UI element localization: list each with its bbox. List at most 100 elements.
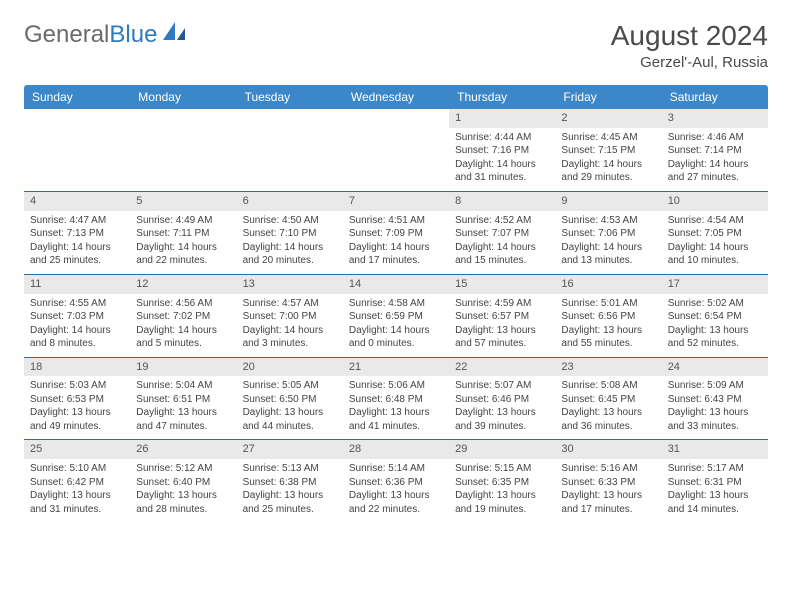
sunset-line: Sunset: 6:48 PM bbox=[349, 393, 443, 407]
sunrise-line: Sunrise: 5:04 AM bbox=[136, 379, 230, 393]
calendar-day-cell: 25Sunrise: 5:10 AMSunset: 6:42 PMDayligh… bbox=[24, 440, 130, 522]
sunrise-line: Sunrise: 4:52 AM bbox=[455, 214, 549, 228]
calendar-day-cell: 14Sunrise: 4:58 AMSunset: 6:59 PMDayligh… bbox=[343, 274, 449, 357]
sunrise-line: Sunrise: 5:02 AM bbox=[668, 297, 762, 311]
calendar-day-cell: 28Sunrise: 5:14 AMSunset: 6:36 PMDayligh… bbox=[343, 440, 449, 522]
sunset-line: Sunset: 6:54 PM bbox=[668, 310, 762, 324]
sunset-line: Sunset: 6:45 PM bbox=[561, 393, 655, 407]
day-body: Sunrise: 4:53 AMSunset: 7:06 PMDaylight:… bbox=[555, 211, 661, 274]
daylight-line: Daylight: 13 hours and 39 minutes. bbox=[455, 406, 549, 433]
weekday-header: Saturday bbox=[662, 85, 768, 109]
day-body: Sunrise: 4:56 AMSunset: 7:02 PMDaylight:… bbox=[130, 294, 236, 357]
calendar-day-cell: 30Sunrise: 5:16 AMSunset: 6:33 PMDayligh… bbox=[555, 440, 661, 522]
sunset-line: Sunset: 6:59 PM bbox=[349, 310, 443, 324]
sunrise-line: Sunrise: 4:58 AM bbox=[349, 297, 443, 311]
calendar-week-row: 11Sunrise: 4:55 AMSunset: 7:03 PMDayligh… bbox=[24, 274, 768, 357]
sunset-line: Sunset: 6:56 PM bbox=[561, 310, 655, 324]
calendar-week-row: 25Sunrise: 5:10 AMSunset: 6:42 PMDayligh… bbox=[24, 440, 768, 522]
sunrise-line: Sunrise: 5:09 AM bbox=[668, 379, 762, 393]
day-number: 20 bbox=[237, 358, 343, 377]
header: GeneralBlue August 2024 Gerzel'-Aul, Rus… bbox=[24, 20, 768, 71]
calendar-day-cell: 15Sunrise: 4:59 AMSunset: 6:57 PMDayligh… bbox=[449, 274, 555, 357]
calendar-day-cell: 5Sunrise: 4:49 AMSunset: 7:11 PMDaylight… bbox=[130, 191, 236, 274]
sunset-line: Sunset: 7:06 PM bbox=[561, 227, 655, 241]
day-number: 22 bbox=[449, 358, 555, 377]
day-number: 25 bbox=[24, 440, 130, 459]
day-number: 2 bbox=[555, 109, 661, 128]
page-title: August 2024 bbox=[611, 20, 768, 52]
sunrise-line: Sunrise: 5:01 AM bbox=[561, 297, 655, 311]
day-body: Sunrise: 5:01 AMSunset: 6:56 PMDaylight:… bbox=[555, 294, 661, 357]
daylight-line: Daylight: 13 hours and 52 minutes. bbox=[668, 324, 762, 351]
calendar-day-cell: 1Sunrise: 4:44 AMSunset: 7:16 PMDaylight… bbox=[449, 109, 555, 191]
daylight-line: Daylight: 14 hours and 27 minutes. bbox=[668, 158, 762, 185]
calendar-week-row: 18Sunrise: 5:03 AMSunset: 6:53 PMDayligh… bbox=[24, 357, 768, 440]
sunrise-line: Sunrise: 5:17 AM bbox=[668, 462, 762, 476]
sunset-line: Sunset: 6:51 PM bbox=[136, 393, 230, 407]
day-number: 19 bbox=[130, 358, 236, 377]
sunrise-line: Sunrise: 4:50 AM bbox=[243, 214, 337, 228]
calendar-day-cell: 10Sunrise: 4:54 AMSunset: 7:05 PMDayligh… bbox=[662, 191, 768, 274]
calendar-day-cell: 12Sunrise: 4:56 AMSunset: 7:02 PMDayligh… bbox=[130, 274, 236, 357]
day-body: Sunrise: 5:02 AMSunset: 6:54 PMDaylight:… bbox=[662, 294, 768, 357]
sunset-line: Sunset: 7:07 PM bbox=[455, 227, 549, 241]
sunrise-line: Sunrise: 4:56 AM bbox=[136, 297, 230, 311]
daylight-line: Daylight: 14 hours and 0 minutes. bbox=[349, 324, 443, 351]
sunrise-line: Sunrise: 5:06 AM bbox=[349, 379, 443, 393]
sunset-line: Sunset: 6:36 PM bbox=[349, 476, 443, 490]
day-body: Sunrise: 4:52 AMSunset: 7:07 PMDaylight:… bbox=[449, 211, 555, 274]
sunrise-line: Sunrise: 5:08 AM bbox=[561, 379, 655, 393]
calendar-day-cell: 17Sunrise: 5:02 AMSunset: 6:54 PMDayligh… bbox=[662, 274, 768, 357]
day-number: 4 bbox=[24, 192, 130, 211]
calendar-table: SundayMondayTuesdayWednesdayThursdayFrid… bbox=[24, 85, 768, 522]
day-body: Sunrise: 5:08 AMSunset: 6:45 PMDaylight:… bbox=[555, 376, 661, 439]
day-number: 29 bbox=[449, 440, 555, 459]
day-body: Sunrise: 5:06 AMSunset: 6:48 PMDaylight:… bbox=[343, 376, 449, 439]
daylight-line: Daylight: 13 hours and 57 minutes. bbox=[455, 324, 549, 351]
day-number: 15 bbox=[449, 275, 555, 294]
day-body: Sunrise: 4:54 AMSunset: 7:05 PMDaylight:… bbox=[662, 211, 768, 274]
sunrise-line: Sunrise: 4:59 AM bbox=[455, 297, 549, 311]
day-body: Sunrise: 5:03 AMSunset: 6:53 PMDaylight:… bbox=[24, 376, 130, 439]
daylight-line: Daylight: 14 hours and 29 minutes. bbox=[561, 158, 655, 185]
sunset-line: Sunset: 7:00 PM bbox=[243, 310, 337, 324]
day-body: Sunrise: 4:58 AMSunset: 6:59 PMDaylight:… bbox=[343, 294, 449, 357]
day-number: 7 bbox=[343, 192, 449, 211]
sunrise-line: Sunrise: 5:05 AM bbox=[243, 379, 337, 393]
calendar-day-cell: 27Sunrise: 5:13 AMSunset: 6:38 PMDayligh… bbox=[237, 440, 343, 522]
calendar-day-cell: 6Sunrise: 4:50 AMSunset: 7:10 PMDaylight… bbox=[237, 191, 343, 274]
day-body: Sunrise: 4:44 AMSunset: 7:16 PMDaylight:… bbox=[449, 128, 555, 191]
day-number: 30 bbox=[555, 440, 661, 459]
calendar-day-cell: 31Sunrise: 5:17 AMSunset: 6:31 PMDayligh… bbox=[662, 440, 768, 522]
day-body: Sunrise: 5:07 AMSunset: 6:46 PMDaylight:… bbox=[449, 376, 555, 439]
day-body: Sunrise: 5:05 AMSunset: 6:50 PMDaylight:… bbox=[237, 376, 343, 439]
daylight-line: Daylight: 13 hours and 55 minutes. bbox=[561, 324, 655, 351]
day-number: 28 bbox=[343, 440, 449, 459]
title-block: August 2024 Gerzel'-Aul, Russia bbox=[611, 20, 768, 71]
daylight-line: Daylight: 14 hours and 31 minutes. bbox=[455, 158, 549, 185]
calendar-day-cell bbox=[130, 109, 236, 191]
sunset-line: Sunset: 6:46 PM bbox=[455, 393, 549, 407]
calendar-day-cell: 18Sunrise: 5:03 AMSunset: 6:53 PMDayligh… bbox=[24, 357, 130, 440]
day-number: 3 bbox=[662, 109, 768, 128]
weekday-header: Wednesday bbox=[343, 85, 449, 109]
sunset-line: Sunset: 6:50 PM bbox=[243, 393, 337, 407]
daylight-line: Daylight: 13 hours and 14 minutes. bbox=[668, 489, 762, 516]
sunset-line: Sunset: 6:35 PM bbox=[455, 476, 549, 490]
sunset-line: Sunset: 6:40 PM bbox=[136, 476, 230, 490]
sunset-line: Sunset: 6:57 PM bbox=[455, 310, 549, 324]
daylight-line: Daylight: 14 hours and 17 minutes. bbox=[349, 241, 443, 268]
day-number: 27 bbox=[237, 440, 343, 459]
sunrise-line: Sunrise: 4:55 AM bbox=[30, 297, 124, 311]
day-number: 10 bbox=[662, 192, 768, 211]
daylight-line: Daylight: 13 hours and 25 minutes. bbox=[243, 489, 337, 516]
day-body: Sunrise: 4:59 AMSunset: 6:57 PMDaylight:… bbox=[449, 294, 555, 357]
day-number: 17 bbox=[662, 275, 768, 294]
day-body: Sunrise: 4:45 AMSunset: 7:15 PMDaylight:… bbox=[555, 128, 661, 191]
weekday-header: Sunday bbox=[24, 85, 130, 109]
sunset-line: Sunset: 7:16 PM bbox=[455, 144, 549, 158]
calendar-day-cell: 16Sunrise: 5:01 AMSunset: 6:56 PMDayligh… bbox=[555, 274, 661, 357]
calendar-day-cell: 20Sunrise: 5:05 AMSunset: 6:50 PMDayligh… bbox=[237, 357, 343, 440]
daylight-line: Daylight: 14 hours and 8 minutes. bbox=[30, 324, 124, 351]
sunset-line: Sunset: 7:14 PM bbox=[668, 144, 762, 158]
